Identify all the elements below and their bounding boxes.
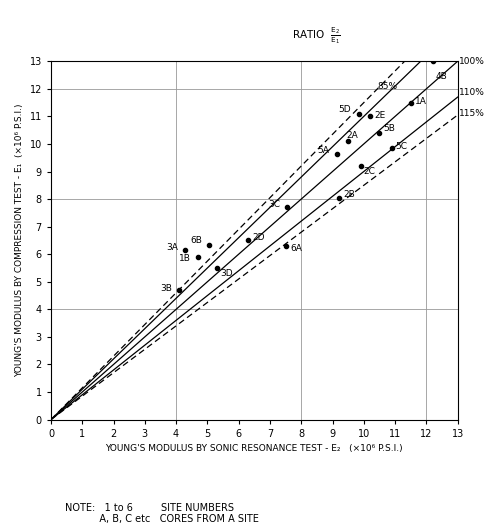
Text: RATIO  $\mathregular{\frac{E_2}{E_1}}$: RATIO $\mathregular{\frac{E_2}{E_1}}$ [292,25,341,46]
Text: 2C: 2C [364,167,376,176]
Text: 3A: 3A [166,243,178,252]
Text: 5D: 5D [339,105,351,114]
Text: 3B: 3B [160,284,172,293]
Text: 2A: 2A [346,131,358,140]
X-axis label: YOUNG'S MODULUS BY SONIC RESONANCE TEST - E₂   (×10⁶ P.S.I.): YOUNG'S MODULUS BY SONIC RESONANCE TEST … [106,444,403,453]
Text: 3C: 3C [268,200,280,209]
Text: 6A: 6A [290,244,302,253]
Text: 115%: 115% [459,109,485,118]
Text: 1B: 1B [179,254,191,263]
Text: 1A: 1A [416,97,428,106]
Text: 2D: 2D [252,233,265,242]
Text: 90%: 90% [438,55,458,64]
Text: 5A: 5A [317,146,328,155]
Text: 4B: 4B [436,72,448,81]
Y-axis label: YOUNG'S MODULUS BY COMPRESSION TEST - E₁  (×10⁶ P.S.I.): YOUNG'S MODULUS BY COMPRESSION TEST - E₁… [15,104,24,377]
Text: 2B: 2B [344,190,355,200]
Text: 5B: 5B [383,124,395,134]
Text: 3D: 3D [220,269,233,278]
Text: NOTE:   1 to 6         SITE NUMBERS
           A, B, C etc   CORES FROM A SITE: NOTE: 1 to 6 SITE NUMBERS A, B, C etc CO… [65,503,259,525]
Text: 2E: 2E [374,111,386,120]
Text: 85%: 85% [378,81,398,90]
Text: 100%: 100% [459,57,485,66]
Text: 5C: 5C [396,142,407,151]
Text: 6B: 6B [190,236,202,245]
Text: 110%: 110% [459,88,485,97]
